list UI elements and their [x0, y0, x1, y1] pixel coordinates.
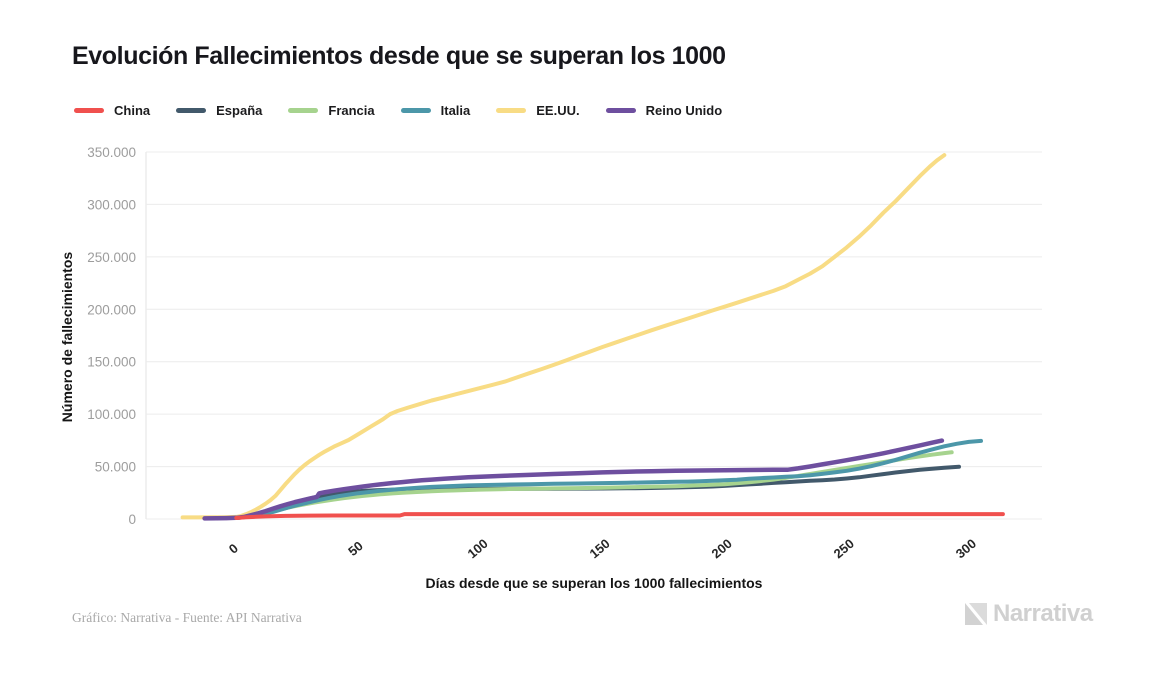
legend-label-espana: España — [216, 103, 263, 118]
x-tick-label: 100 — [464, 536, 490, 561]
y-tick-label: 50.000 — [95, 460, 136, 475]
x-tick-label: 50 — [345, 538, 366, 559]
x-tick-label: 200 — [709, 536, 735, 561]
y-tick-label: 250.000 — [87, 250, 136, 265]
x-axis-title: Días desde que se superan los 1000 falle… — [425, 575, 763, 591]
narrativa-logo-icon — [965, 603, 987, 625]
legend-item-reino-unido: Reino Unido — [605, 103, 723, 118]
chart-title: Evolución Fallecimientos desde que se su… — [72, 42, 726, 70]
legend-item-espana: España — [176, 103, 262, 118]
legend-label-china: China — [114, 103, 151, 118]
legend-label-italia: Italia — [440, 103, 471, 118]
y-tick-label: 300.000 — [87, 197, 136, 212]
y-tick-label: 200.000 — [87, 302, 136, 317]
legend-label-francia: Francia — [328, 103, 375, 118]
x-tick-label: 150 — [586, 536, 612, 561]
series-eeuu — [180, 153, 947, 520]
legend-item-china: China — [74, 103, 150, 118]
y-tick-label: 350.000 — [87, 145, 136, 160]
series-china — [234, 512, 1005, 520]
x-tick-label: 0 — [226, 540, 241, 556]
source-credit: Gráfico: Narrativa - Fuente: API Narrati… — [72, 610, 302, 625]
y-axis-title: Número de fallecimientos — [59, 251, 75, 423]
legend: China España Francia Italia EE.UU. Reino Unid… — [74, 103, 722, 118]
series-francia — [234, 450, 954, 520]
legend-item-francia: Francia — [288, 103, 375, 118]
legend-swatch-eeuu — [496, 108, 527, 113]
y-tick-label: 0 — [128, 512, 136, 527]
legend-label-reino-unido: Reino Unido — [645, 103, 723, 118]
x-tick-label: 250 — [831, 536, 857, 561]
legend-swatch-china — [74, 108, 104, 113]
narrativa-logo-text: Narrativa — [993, 600, 1093, 627]
legend-swatch-italia — [400, 108, 431, 113]
y-tick-label: 150.000 — [87, 355, 136, 370]
legend-swatch-espana — [176, 108, 207, 113]
narrativa-logo: Narrativa — [962, 600, 1093, 628]
legend-swatch-reino-unido — [605, 108, 636, 113]
legend-label-eeuu: EE.UU. — [536, 103, 580, 118]
y-tick-label: 100.000 — [87, 407, 136, 422]
series-italia — [234, 438, 983, 520]
legend-item-eeuu: EE.UU. — [496, 103, 580, 118]
x-tick-label: 300 — [953, 536, 979, 561]
series-reino-unido — [202, 438, 945, 521]
legend-item-italia: Italia — [400, 103, 471, 118]
legend-swatch-francia — [288, 108, 319, 113]
